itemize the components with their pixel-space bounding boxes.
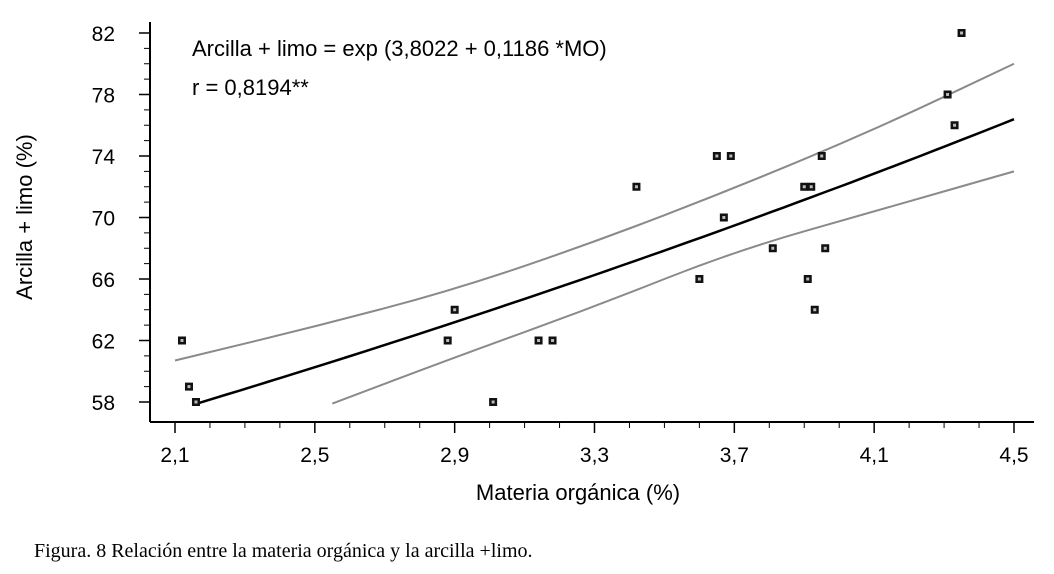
data-point-center: [551, 339, 555, 342]
data-point-center: [453, 308, 457, 312]
data-point-center: [729, 154, 733, 158]
data-point-center: [813, 308, 817, 312]
data-point-center: [697, 277, 701, 281]
data-point-center: [820, 154, 824, 158]
figure-caption: Figura. 8 Relación entre la materia orgá…: [34, 540, 533, 562]
data-point-center: [946, 93, 950, 96]
y-tick-label: 58: [92, 392, 115, 415]
x-tick-label: 2,9: [440, 444, 469, 467]
data-points: [177, 29, 966, 406]
axes: [149, 22, 1034, 423]
data-point-center: [802, 185, 806, 189]
y-tick-label: 78: [92, 85, 115, 108]
x-axis-ticks: 2,1 2,5 2,9 3,3 3,7 4,1 4,5: [160, 422, 1029, 467]
data-point-center: [960, 31, 964, 35]
x-tick-label: 4,5: [999, 444, 1028, 467]
y-tick-label: 66: [92, 269, 115, 292]
data-point-center: [722, 216, 726, 219]
data-point-center: [771, 246, 775, 250]
upper-confidence-band: [174, 62, 1015, 362]
x-tick-label: 4,1: [860, 444, 889, 467]
data-point-center: [180, 339, 184, 342]
data-point-center: [491, 400, 495, 404]
x-tick-label: 3,3: [580, 444, 609, 467]
x-tick-label: 3,7: [720, 444, 749, 467]
lower-confidence-band: [331, 170, 1015, 405]
x-tick-label: 2,5: [300, 444, 329, 467]
y-axis-ticks: 58 62 66 70 74 78 82: [92, 23, 150, 415]
data-point-center: [715, 154, 719, 158]
equation-annotation: Arcilla + limo = exp (3,8022 + 0,1186 *M…: [192, 36, 607, 61]
fit-line: [199, 118, 1015, 404]
data-point-center: [537, 339, 541, 342]
data-point-center: [806, 277, 810, 281]
data-point-center: [953, 123, 957, 127]
data-point-center: [823, 246, 827, 250]
fit-line-group: [199, 118, 1015, 404]
y-axis-title: Arcilla + limo (%): [12, 134, 37, 300]
y-tick-label: 70: [92, 208, 115, 231]
x-axis-title: Materia orgánica (%): [476, 480, 680, 505]
data-point-center: [194, 400, 198, 404]
data-point-center: [634, 185, 638, 189]
y-tick-label: 82: [92, 23, 115, 46]
y-tick-label: 74: [92, 146, 116, 169]
confidence-bands: [174, 62, 1015, 405]
data-point-center: [187, 385, 191, 389]
data-point-center: [809, 185, 813, 189]
y-tick-label: 62: [92, 331, 115, 354]
data-point-center: [446, 339, 450, 342]
x-tick-label: 2,1: [160, 444, 189, 467]
r-annotation: r = 0,8194**: [192, 75, 309, 100]
